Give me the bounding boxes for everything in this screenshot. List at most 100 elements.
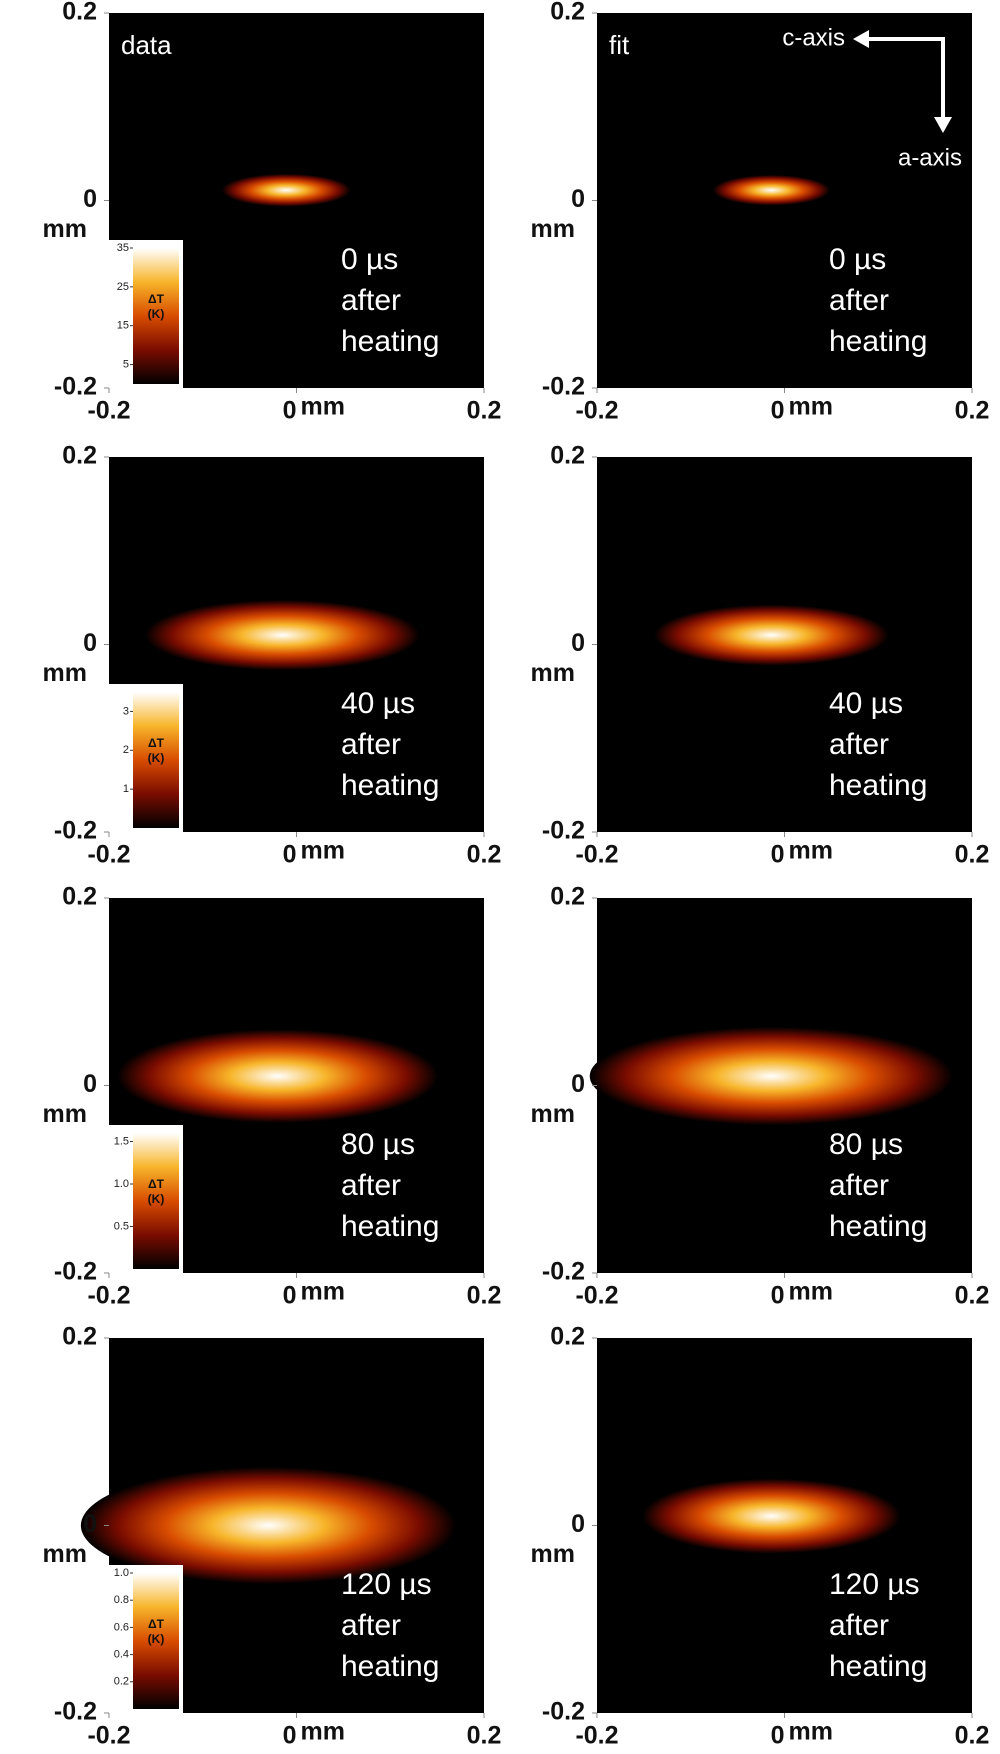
colorbar-tick-label: 0.8 — [114, 1594, 129, 1606]
y-tick-label: 0 — [571, 1510, 585, 1538]
x-tick-label: 0 — [771, 1282, 785, 1310]
y-tick-label: 0 — [571, 629, 585, 657]
colorbar-label: (K) — [148, 307, 165, 321]
annotation: 40 µs — [829, 687, 903, 720]
annotation: after — [341, 1609, 401, 1642]
annotation: 120 µs — [829, 1568, 920, 1601]
colorbar-tick-label: 1.5 — [114, 1135, 129, 1147]
y-tick-label: -0.2 — [542, 1258, 585, 1286]
axis-arrow-label: a-axis — [898, 144, 962, 171]
heat-spot — [712, 174, 830, 206]
annotation: heating — [341, 325, 439, 358]
annotation: after — [829, 1609, 889, 1642]
x-tick-label: -0.2 — [575, 1722, 618, 1750]
annotation: after — [829, 284, 889, 317]
y-tick-label: 0 — [83, 1510, 97, 1538]
colorbar-tick-label: 35 — [117, 242, 129, 254]
x-axis-label: mm — [789, 837, 833, 865]
colorbar — [133, 1573, 179, 1709]
y-tick-label: -0.2 — [542, 817, 585, 845]
x-tick-label: 0 — [283, 841, 297, 869]
y-tick-label: 0.2 — [550, 442, 585, 470]
colorbar-label: (K) — [148, 1632, 165, 1646]
annotation: 0 µs — [829, 243, 886, 276]
y-axis-label: mm — [531, 215, 575, 243]
x-tick-label: 0.2 — [467, 1722, 502, 1750]
heat-spot — [589, 1026, 954, 1126]
y-tick-label: 0 — [571, 185, 585, 213]
colorbar-tick-label: 25 — [117, 281, 129, 293]
y-axis-label: mm — [43, 659, 87, 687]
annotation: heating — [341, 769, 439, 802]
y-tick-label: 0.2 — [550, 883, 585, 911]
y-axis-label: mm — [43, 215, 87, 243]
colorbar-tick-label: 2 — [123, 744, 129, 756]
annotation: heating — [829, 769, 927, 802]
annotation: heating — [829, 1210, 927, 1243]
x-tick-label: 0.2 — [955, 397, 990, 425]
y-tick-label: 0.2 — [62, 1323, 97, 1351]
x-tick-label: 0 — [771, 841, 785, 869]
x-tick-label: -0.2 — [575, 397, 618, 425]
colorbar-tick-label: 0.2 — [114, 1676, 129, 1688]
colorbar-tick-label: 3 — [123, 705, 129, 717]
x-tick-label: -0.2 — [87, 397, 130, 425]
y-axis-label: mm — [43, 1100, 87, 1128]
x-tick-label: 0 — [283, 397, 297, 425]
colorbar-tick-label: 0.5 — [114, 1220, 129, 1232]
x-tick-label: -0.2 — [87, 1722, 130, 1750]
x-axis-label: mm — [789, 1718, 833, 1746]
panel-title: fit — [609, 30, 630, 60]
colorbar-tick-label: 5 — [123, 358, 129, 370]
y-tick-label: 0 — [83, 185, 97, 213]
panel-title: data — [121, 30, 172, 60]
colorbar — [133, 692, 179, 828]
y-tick-label: 0.2 — [550, 1323, 585, 1351]
x-tick-label: 0.2 — [467, 397, 502, 425]
y-axis-label: mm — [531, 1100, 575, 1128]
y-tick-label: -0.2 — [54, 1258, 97, 1286]
colorbar-tick-label: 0.4 — [114, 1649, 129, 1661]
y-tick-label: -0.2 — [54, 817, 97, 845]
y-tick-label: 0 — [83, 1070, 97, 1098]
x-tick-label: 0 — [771, 1722, 785, 1750]
annotation: after — [341, 728, 401, 761]
heat-spot — [654, 604, 889, 666]
x-tick-label: -0.2 — [575, 1282, 618, 1310]
y-tick-label: -0.2 — [54, 373, 97, 401]
y-tick-label: -0.2 — [542, 1698, 585, 1726]
x-tick-label: 0.2 — [955, 1282, 990, 1310]
colorbar-tick-label: 1 — [123, 783, 129, 795]
annotation: after — [829, 1169, 889, 1202]
heat-spot — [145, 599, 420, 671]
x-tick-label: 0 — [283, 1722, 297, 1750]
x-axis-label: mm — [301, 393, 345, 421]
y-tick-label: 0.2 — [62, 442, 97, 470]
y-tick-label: -0.2 — [54, 1698, 97, 1726]
x-axis-label: mm — [789, 1278, 833, 1306]
x-tick-label: 0.2 — [955, 841, 990, 869]
colorbar-tick-label: 0.6 — [114, 1621, 129, 1633]
annotation: after — [341, 1169, 401, 1202]
x-tick-label: 0 — [283, 1282, 297, 1310]
colorbar-label: (K) — [148, 1192, 165, 1206]
colorbar-tick-label: 15 — [117, 320, 129, 332]
y-axis-label: mm — [531, 659, 575, 687]
annotation: 120 µs — [341, 1568, 432, 1601]
y-tick-label: 0.2 — [550, 0, 585, 26]
colorbar-tick-label: 1.0 — [114, 1178, 129, 1190]
x-tick-label: 0 — [771, 397, 785, 425]
annotation: heating — [829, 1650, 927, 1683]
colorbar-label: ΔT — [148, 1177, 165, 1191]
annotation: heating — [829, 325, 927, 358]
x-axis-label: mm — [301, 837, 345, 865]
colorbar-label: ΔT — [148, 736, 165, 750]
x-axis-label: mm — [789, 393, 833, 421]
x-axis-label: mm — [301, 1718, 345, 1746]
arrow-head — [853, 30, 869, 48]
annotation: 80 µs — [829, 1128, 903, 1161]
y-tick-label: 0.2 — [62, 0, 97, 26]
heat-spot — [221, 173, 351, 207]
annotation: after — [341, 284, 401, 317]
